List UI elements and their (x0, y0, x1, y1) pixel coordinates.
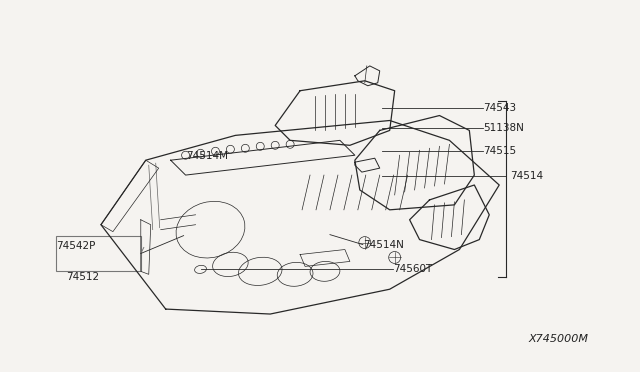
Text: 74512: 74512 (67, 272, 100, 282)
Text: 74543: 74543 (483, 103, 516, 113)
Text: 74514: 74514 (510, 171, 543, 181)
Text: 74514M: 74514M (187, 151, 228, 161)
Text: 51138N: 51138N (483, 124, 524, 134)
Text: X745000M: X745000M (529, 334, 589, 344)
Text: 74542P: 74542P (56, 241, 95, 251)
Text: 74515: 74515 (483, 146, 516, 156)
Text: 74514N: 74514N (363, 240, 404, 250)
Text: 74560T: 74560T (393, 264, 432, 275)
Bar (56, 235, 141, 271)
